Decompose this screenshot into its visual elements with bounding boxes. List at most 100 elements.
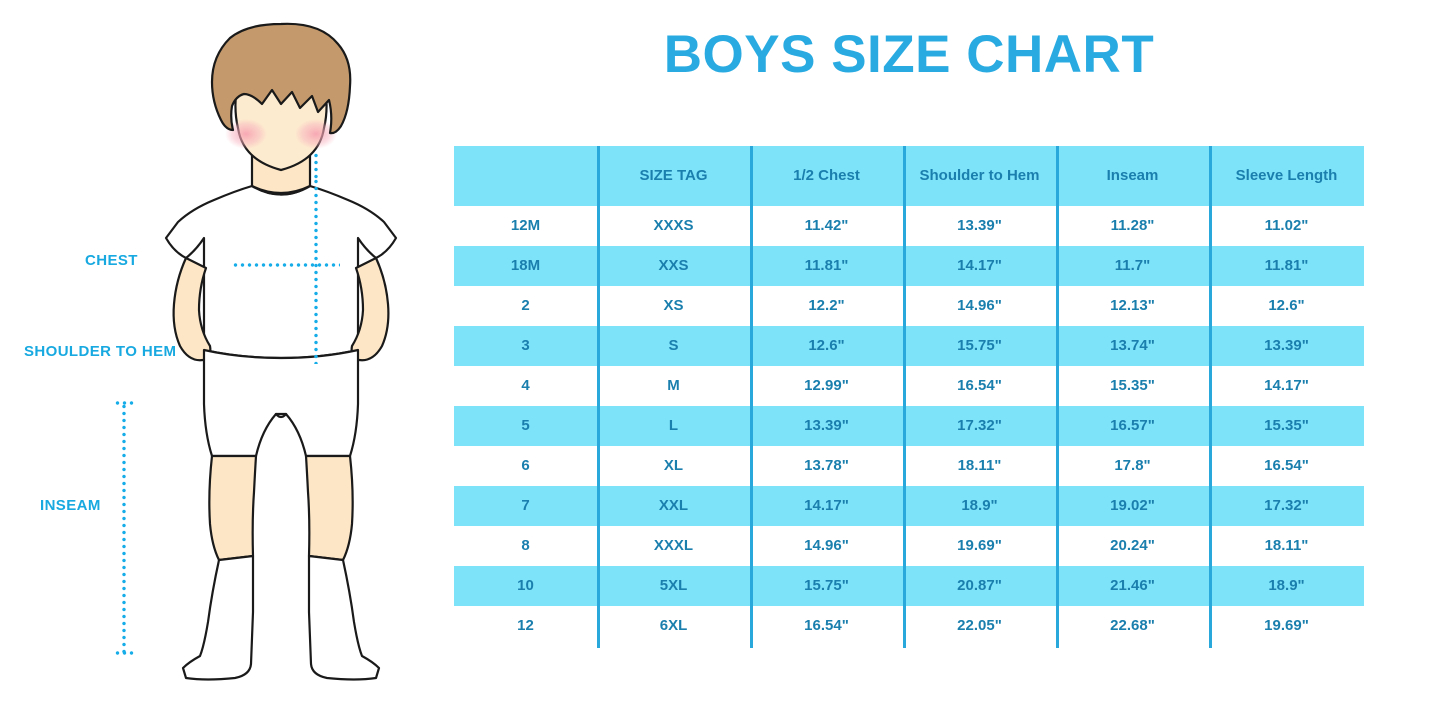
tshirt-neckline [250, 184, 312, 196]
column-header-sleeve-length: Sleeve Length [1209, 146, 1364, 206]
cell-shoulder-to-hem: 15.75" [903, 326, 1056, 366]
cell-shoulder-to-hem: 19.69" [903, 526, 1056, 566]
cell-inseam: 19.02" [1056, 486, 1209, 526]
cell-size: 7 [454, 486, 597, 526]
table-row: 7 XXL 14.17" 18.9" 19.02" 17.32" [454, 486, 1364, 526]
cell-size-tag: XXL [597, 486, 750, 526]
cheek-left [225, 119, 267, 149]
cell-shoulder-to-hem: 14.96" [903, 286, 1056, 326]
cell-size: 3 [454, 326, 597, 366]
cell-size: 5 [454, 406, 597, 446]
cell-size: 4 [454, 366, 597, 406]
cell-half-chest: 14.96" [750, 526, 903, 566]
cell-inseam: 15.35" [1056, 366, 1209, 406]
cell-inseam: 13.74" [1056, 326, 1209, 366]
cell-sleeve-length: 18.9" [1209, 566, 1364, 606]
cell-half-chest: 13.39" [750, 406, 903, 446]
cell-half-chest: 13.78" [750, 446, 903, 486]
shorts [202, 348, 360, 458]
table-body: 12M XXXS 11.42" 13.39" 11.28" 11.02" 18M XXS 11.… [454, 206, 1364, 646]
cell-half-chest: 12.99" [750, 366, 903, 406]
table-header-row: SIZE TAG 1/2 Chest Shoulder to Hem Insea… [454, 146, 1364, 206]
leg-left [208, 454, 258, 562]
column-divider-5 [1209, 146, 1212, 648]
cell-size: 18M [454, 246, 597, 286]
cell-half-chest: 16.54" [750, 606, 903, 646]
leg-right [304, 454, 354, 562]
guide-line-inseam [122, 403, 126, 655]
cell-inseam: 12.13" [1056, 286, 1209, 326]
column-header-inseam: Inseam [1056, 146, 1209, 206]
cell-inseam: 20.24" [1056, 526, 1209, 566]
measure-label-shoulder-to-hem: SHOULDER TO HEM [24, 343, 177, 360]
cell-shoulder-to-hem: 20.87" [903, 566, 1056, 606]
cell-sleeve-length: 16.54" [1209, 446, 1364, 486]
table-row: 12M XXXS 11.42" 13.39" 11.28" 11.02" [454, 206, 1364, 246]
column-header-half-chest: 1/2 Chest [750, 146, 903, 206]
cell-shoulder-to-hem: 18.9" [903, 486, 1056, 526]
cell-sleeve-length: 13.39" [1209, 326, 1364, 366]
guide-line-shoulder-top [314, 152, 318, 180]
cell-size-tag: XS [597, 286, 750, 326]
cell-sleeve-length: 17.32" [1209, 486, 1364, 526]
table-row: 4 M 12.99" 16.54" 15.35" 14.17" [454, 366, 1364, 406]
table-row: 12 6XL 16.54" 22.05" 22.68" 19.69" [454, 606, 1364, 646]
cell-shoulder-to-hem: 16.54" [903, 366, 1056, 406]
guide-line-inseam-cap-bottom [114, 651, 136, 655]
guide-line-inseam-cap-top [114, 401, 136, 405]
guide-line-chest [232, 263, 340, 267]
cell-sleeve-length: 11.02" [1209, 206, 1364, 246]
column-divider-3 [903, 146, 906, 648]
cell-shoulder-to-hem: 17.32" [903, 406, 1056, 446]
cell-shoulder-to-hem: 13.39" [903, 206, 1056, 246]
cheek-right [295, 119, 337, 149]
cell-size-tag: 6XL [597, 606, 750, 646]
size-chart-table: SIZE TAG 1/2 Chest Shoulder to Hem Insea… [454, 146, 1364, 646]
table-row: 6 XL 13.78" 18.11" 17.8" 16.54" [454, 446, 1364, 486]
column-header-shoulder-to-hem: Shoulder to Hem [903, 146, 1056, 206]
cell-inseam: 16.57" [1056, 406, 1209, 446]
sock-left [181, 554, 255, 681]
figure-panel: CHEST SHOULDER TO HEM INSEAM [0, 0, 450, 723]
cell-size-tag: S [597, 326, 750, 366]
cell-sleeve-length: 14.17" [1209, 366, 1364, 406]
cell-half-chest: 15.75" [750, 566, 903, 606]
cell-size: 2 [454, 286, 597, 326]
cell-size-tag: XXXS [597, 206, 750, 246]
sock-right [307, 554, 381, 681]
column-divider-2 [750, 146, 753, 648]
cell-half-chest: 12.2" [750, 286, 903, 326]
cell-half-chest: 12.6" [750, 326, 903, 366]
measure-label-chest: CHEST [85, 252, 138, 269]
cell-size: 12M [454, 206, 597, 246]
cell-inseam: 17.8" [1056, 446, 1209, 486]
cell-size: 8 [454, 526, 597, 566]
hair [210, 22, 352, 135]
cell-sleeve-length: 12.6" [1209, 286, 1364, 326]
table-row: 18M XXS 11.81" 14.17" 11.7" 11.81" [454, 246, 1364, 286]
table-header: SIZE TAG 1/2 Chest Shoulder to Hem Insea… [454, 146, 1364, 206]
cell-size: 12 [454, 606, 597, 646]
table-row: 10 5XL 15.75" 20.87" 21.46" 18.9" [454, 566, 1364, 606]
cell-size: 6 [454, 446, 597, 486]
cell-inseam: 11.28" [1056, 206, 1209, 246]
table-row: 8 XXXL 14.96" 19.69" 20.24" 18.11" [454, 526, 1364, 566]
cell-shoulder-to-hem: 14.17" [903, 246, 1056, 286]
cell-shoulder-to-hem: 22.05" [903, 606, 1056, 646]
shorts-center-seam [274, 412, 288, 419]
cell-size-tag: L [597, 406, 750, 446]
cell-size-tag: 5XL [597, 566, 750, 606]
cell-size-tag: XXS [597, 246, 750, 286]
cell-inseam: 22.68" [1056, 606, 1209, 646]
cell-inseam: 21.46" [1056, 566, 1209, 606]
cell-sleeve-length: 19.69" [1209, 606, 1364, 646]
measure-label-inseam: INSEAM [40, 497, 101, 514]
cell-sleeve-length: 11.81" [1209, 246, 1364, 286]
cell-shoulder-to-hem: 18.11" [903, 446, 1056, 486]
table-row: 5 L 13.39" 17.32" 16.57" 15.35" [454, 406, 1364, 446]
cell-inseam: 11.7" [1056, 246, 1209, 286]
cell-half-chest: 11.42" [750, 206, 903, 246]
cell-sleeve-length: 18.11" [1209, 526, 1364, 566]
cell-half-chest: 11.81" [750, 246, 903, 286]
page-title: BOYS SIZE CHART [663, 25, 1155, 84]
